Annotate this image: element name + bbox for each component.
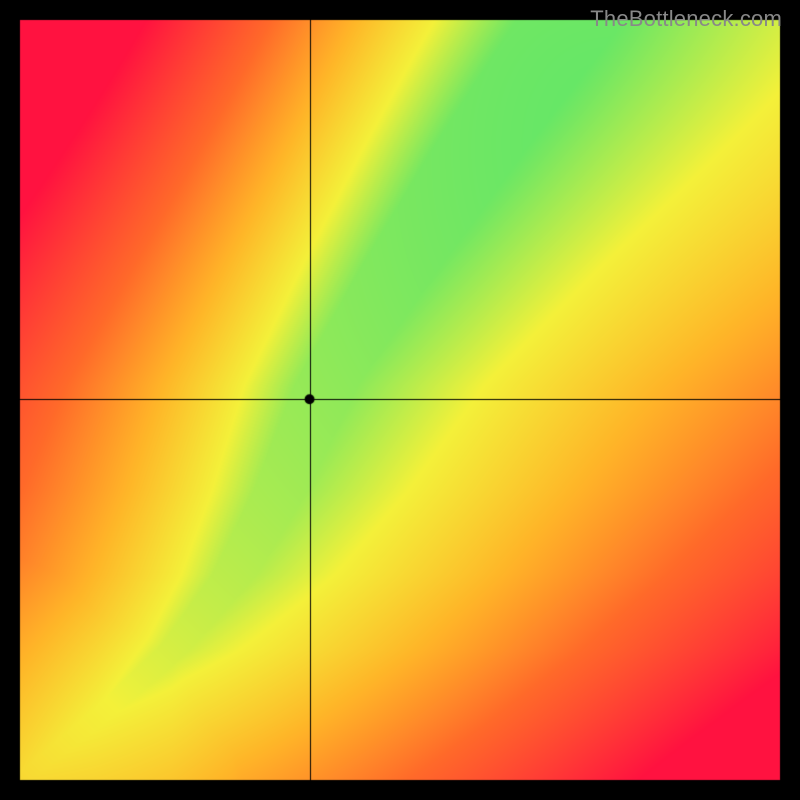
- bottleneck-heatmap: [0, 0, 800, 800]
- chart-container: TheBottleneck.com: [0, 0, 800, 800]
- watermark-text: TheBottleneck.com: [590, 6, 782, 32]
